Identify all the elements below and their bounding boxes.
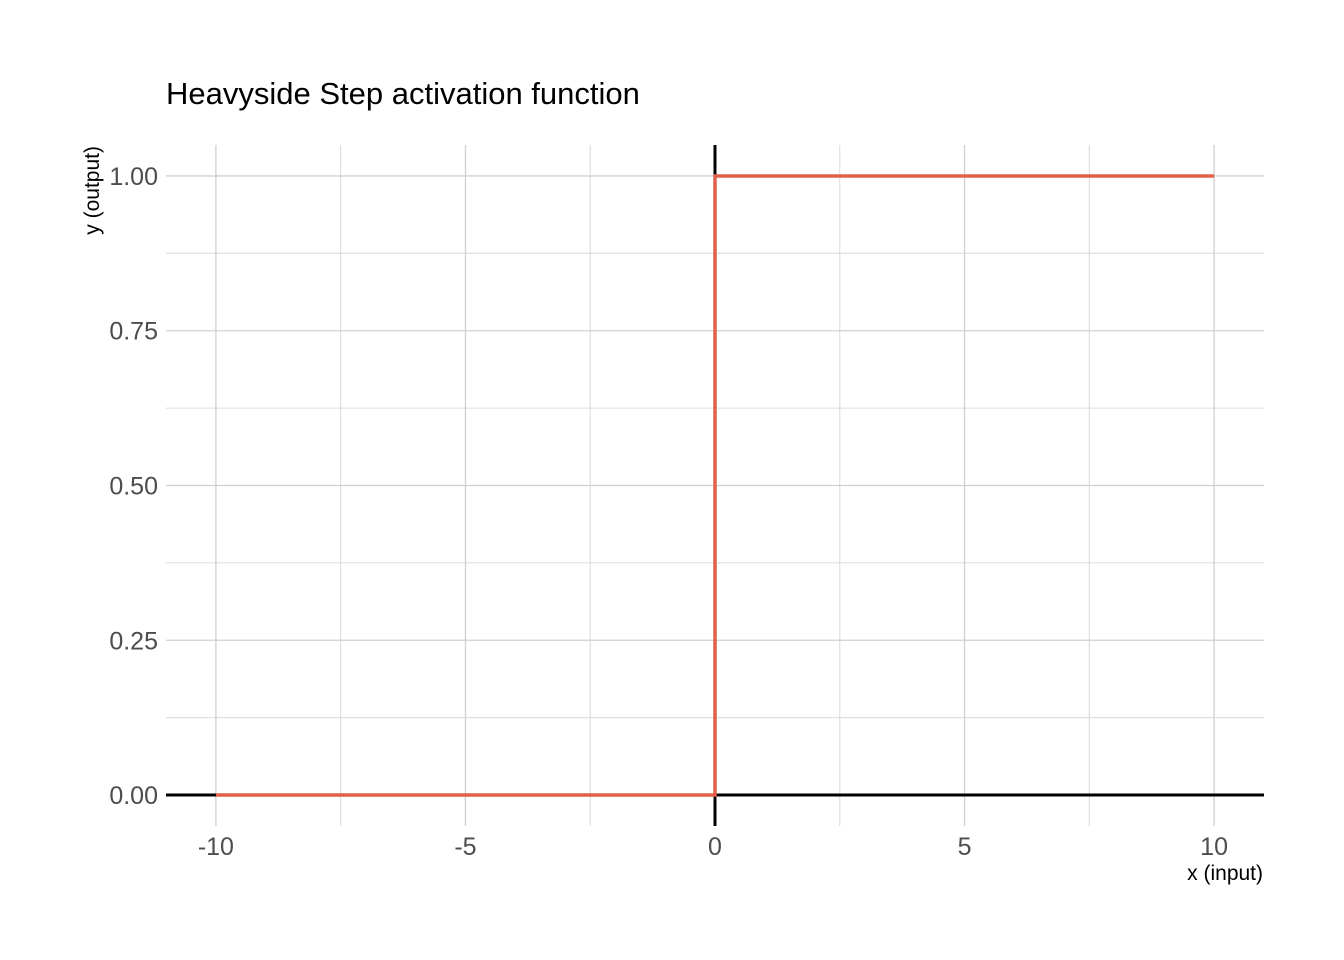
series-group (215, 174, 1215, 797)
y-tick-label: 0.25 (109, 627, 158, 655)
x-tick-label: -10 (198, 833, 234, 861)
x-axis-title: x (input) (1187, 862, 1263, 885)
x-tick-label: 5 (958, 833, 972, 861)
series-line-0 (215, 174, 1215, 797)
x-tick-label: 10 (1200, 833, 1228, 861)
y-tick-label: 1.00 (109, 163, 158, 191)
x-tick-labels: -10 -5 0 5 10 (198, 833, 1228, 861)
y-tick-label: 0.75 (109, 318, 158, 346)
x-tick-label: 0 (708, 833, 722, 861)
y-tick-label: 0.00 (109, 782, 158, 810)
y-axis-title: y (output) (81, 146, 104, 235)
y-tick-label: 0.50 (109, 473, 158, 501)
chart-title: Heavyside Step activation function (166, 76, 640, 111)
x-tick-label: -5 (454, 833, 476, 861)
y-tick-labels: 0.00 0.25 0.50 0.75 1.00 (109, 163, 158, 810)
